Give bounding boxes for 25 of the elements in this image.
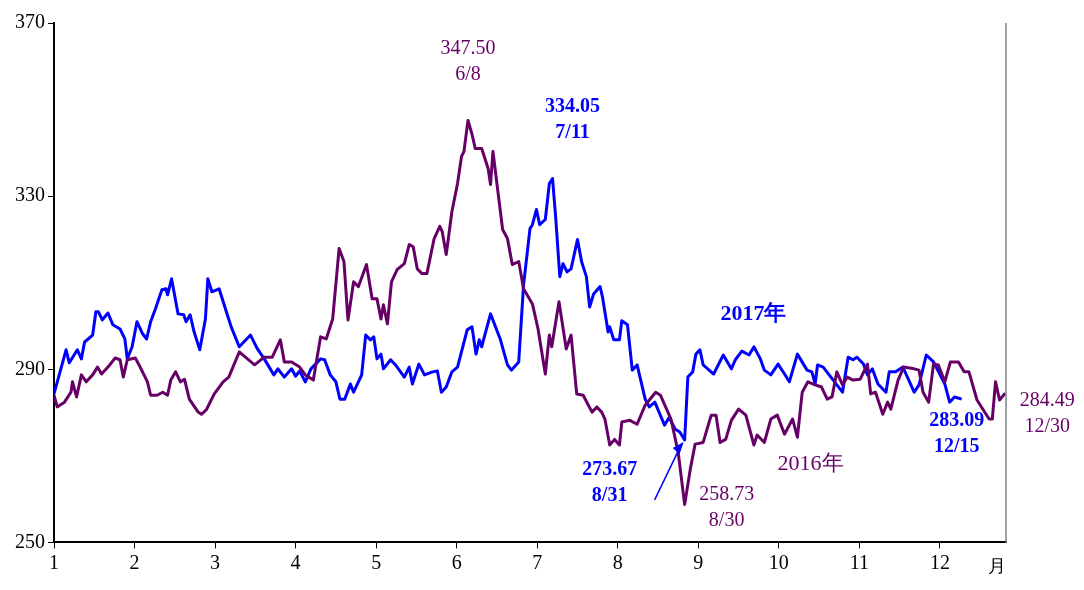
- x-tick-label: 3: [210, 550, 221, 573]
- x-tick-label: 2: [129, 550, 140, 573]
- series-label: 2017年: [720, 299, 787, 325]
- x-axis-title: 月: [988, 555, 1006, 576]
- x-tick-label: 9: [693, 550, 704, 573]
- x-tick-label: 10: [768, 550, 789, 573]
- x-tick-label: 11: [849, 550, 870, 573]
- y-tick-label: 290: [15, 356, 45, 379]
- y-tick-label: 370: [15, 10, 45, 33]
- x-tick-label: 6: [451, 550, 462, 573]
- annotation: 347.50 6/8: [440, 35, 496, 84]
- x-tick-label: 1: [49, 550, 59, 573]
- y-tick-label: 250: [15, 529, 45, 552]
- x-tick-label: 12: [929, 550, 950, 573]
- x-tick-label: 7: [532, 550, 543, 573]
- y-tick-label: 330: [15, 183, 45, 206]
- annotation: 283.09 12/15: [929, 408, 985, 457]
- series-label: 2016年: [777, 450, 844, 476]
- annotation: 258.73 8/30: [699, 481, 755, 530]
- annotation: 334.05 7/11: [545, 93, 601, 142]
- x-tick-label: 5: [371, 550, 382, 573]
- annotation: 284.49 12/30: [1019, 388, 1075, 437]
- x-tick-label: 8: [612, 550, 623, 573]
- x-tick-label: 4: [290, 550, 301, 573]
- annotation: 273.67 8/31: [582, 457, 638, 506]
